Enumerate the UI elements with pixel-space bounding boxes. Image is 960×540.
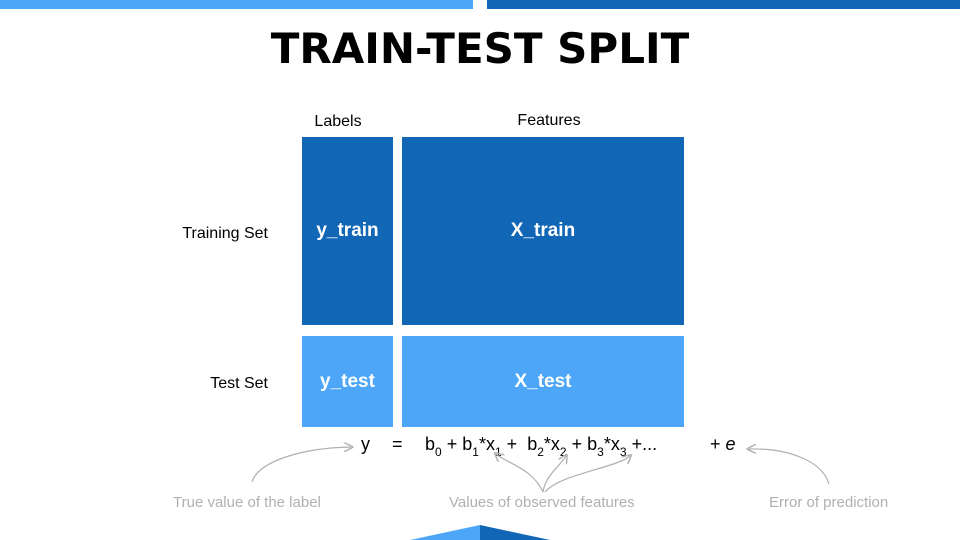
features-header: Features — [517, 112, 581, 129]
arrow-to-e — [749, 449, 830, 485]
y-train-block: y_train — [302, 137, 393, 325]
equation-equals: = — [392, 434, 403, 454]
caption-true-value: True value of the label — [173, 494, 321, 511]
training-set-label: Training Set — [182, 225, 268, 242]
arrow-to-x2 — [542, 456, 566, 493]
equation-y: y — [361, 434, 370, 454]
x-test-block: X_test — [402, 336, 684, 427]
y-test-block: y_test — [302, 336, 393, 427]
equation-error-term: + e — [710, 434, 736, 454]
arrow-to-x3 — [544, 456, 630, 493]
slide-title: TRAIN-TEST SPLIT — [270, 24, 690, 73]
top-accent-bar-left — [0, 0, 473, 9]
arrow-to-x1 — [496, 454, 544, 493]
arrow-to-y — [251, 447, 351, 483]
top-accent-bar-right — [487, 0, 960, 9]
equation-terms: b0 + b1*x1 + b2*x2 + b3*x3 +... — [425, 434, 658, 459]
x-train-block: X_train — [402, 137, 684, 325]
test-set-label: Test Set — [210, 375, 268, 392]
caption-observed-features: Values of observed features — [449, 494, 635, 511]
caption-error: Error of prediction — [769, 494, 889, 511]
labels-header: Labels — [314, 113, 362, 130]
